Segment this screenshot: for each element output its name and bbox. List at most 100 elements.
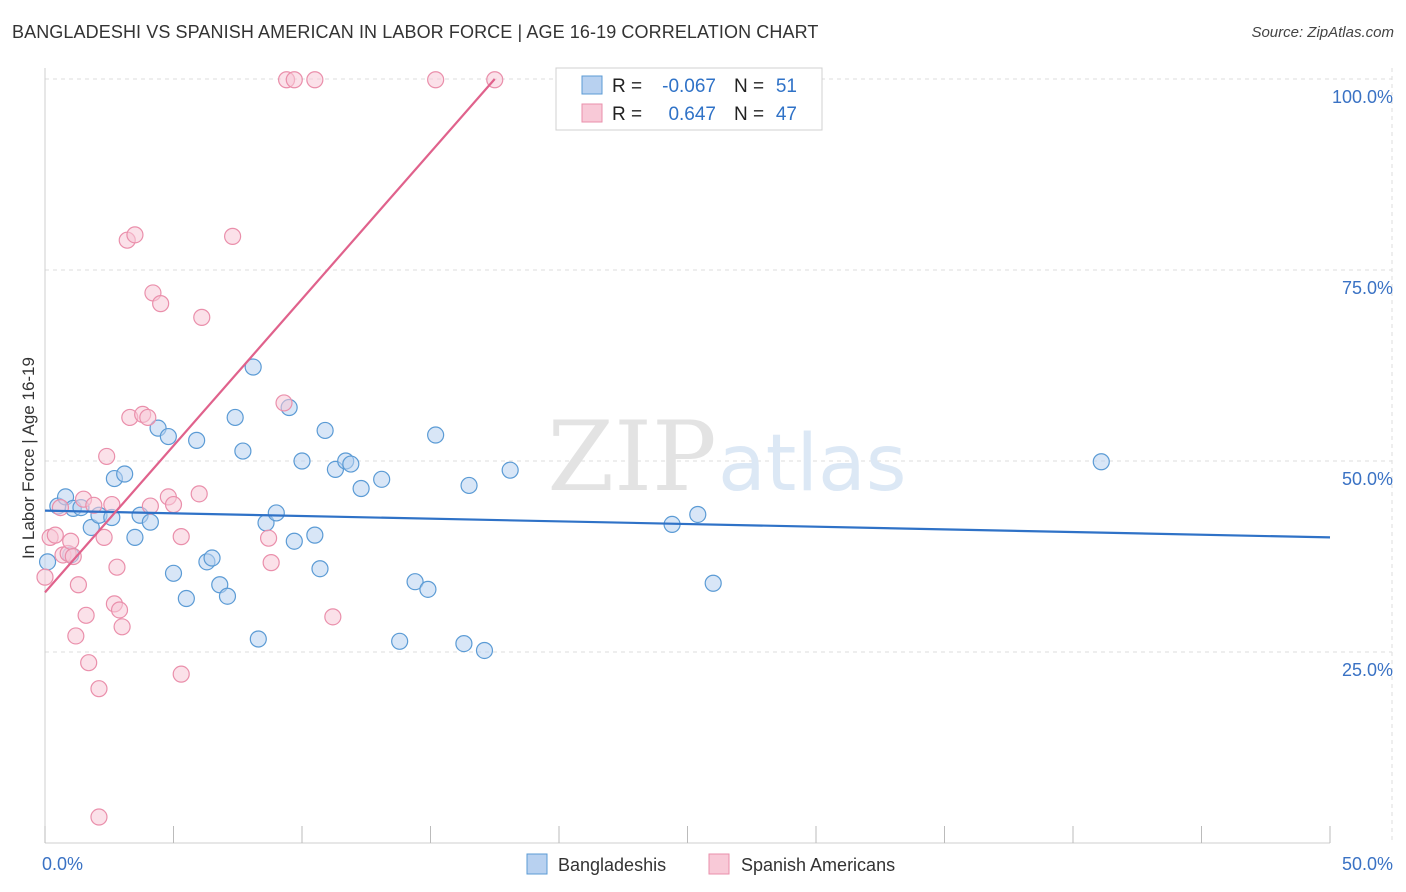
point-spanish-americans [108,558,126,576]
point-spanish-americans [224,227,242,245]
point-bangladeshis [311,560,329,578]
point-spanish-americans [36,568,54,586]
point-bangladeshis [342,455,360,473]
point-bangladeshis [316,421,334,440]
legend-swatch-bangladeshis [526,853,548,875]
stats-swatch-spanish-americans [581,103,603,123]
point-spanish-americans [172,665,190,683]
point-spanish-americans [77,606,95,624]
legend-label-spanish-americans: Spanish Americans [741,855,895,875]
point-spanish-americans [172,528,190,546]
stats-r-value-spanish-americans: 0.647 [668,104,716,125]
stats-r-label-spanish-americans: R = [612,104,642,125]
point-bangladeshis [406,573,424,591]
point-bangladeshis [455,634,473,653]
legend-swatch-spanish-americans [708,853,730,875]
legend: Bangladeshis Spanish Americans [526,853,895,875]
point-spanish-americans [190,485,208,503]
point-bangladeshis [293,452,311,470]
point-bangladeshis [234,442,252,460]
stats-n-value-spanish-americans: 47 [776,104,797,125]
point-bangladeshis [1092,453,1110,471]
point-bangladeshis [249,630,267,648]
point-spanish-americans [95,528,113,547]
y-tick-label: 25.0% [1342,660,1393,680]
point-spanish-americans [98,447,116,466]
x-tick-label: 50.0% [1342,854,1393,874]
point-spanish-americans [193,308,211,326]
stats-r-label-bangladeshis: R = [612,76,642,97]
point-bangladeshis [126,528,144,547]
trend-layer [44,78,1331,594]
point-spanish-americans [126,226,144,244]
point-bangladeshis [501,461,519,479]
point-bangladeshis [352,479,370,498]
point-bangladeshis [306,526,324,544]
source-label: Source: ZipAtlas.com [1251,24,1394,41]
point-bangladeshis [141,513,159,531]
point-spanish-americans [164,495,183,514]
point-bangladeshis [391,632,409,650]
y-axis-label: In Labor Force | Age 16-19 [19,357,38,559]
watermark-zip: ZIP [547,401,716,513]
stats-n-label-spanish-americans: N = [734,104,764,125]
point-spanish-americans [80,654,98,672]
trend-line-spanish-americans [44,78,496,594]
point-spanish-americans [324,608,342,626]
point-bangladeshis [285,532,303,550]
point-bangladeshis [689,505,707,524]
point-bangladeshis [188,431,206,449]
point-spanish-americans [113,618,131,636]
point-spanish-americans [259,529,278,547]
point-spanish-americans [285,71,303,89]
watermark: ZIP atlas [547,401,906,513]
stats-n-value-bangladeshis: 51 [776,76,797,97]
point-bangladeshis [38,553,57,571]
point-spanish-americans [90,808,108,826]
point-bangladeshis [244,358,262,376]
point-bangladeshis [177,589,195,608]
point-spanish-americans [51,499,70,517]
axes-layer: 100.0% 75.0% 50.0% 25.0% 0.0% 50.0% [42,68,1393,874]
point-spanish-americans [262,554,280,572]
point-spanish-americans [46,526,64,544]
point-spanish-americans [275,394,293,412]
point-bangladeshis [704,574,722,592]
point-spanish-americans [110,601,129,619]
point-spanish-americans [64,547,82,566]
chart-title: BANGLADESHI VS SPANISH AMERICAN IN LABOR… [12,22,819,42]
point-bangladeshis [203,549,221,567]
stats-r-value-bangladeshis: -0.067 [662,76,716,97]
legend-label-bangladeshis: Bangladeshis [558,855,666,875]
stats-n-label-bangladeshis: N = [734,76,764,97]
point-bangladeshis [226,408,244,427]
point-spanish-americans [306,71,324,89]
point-bangladeshis [427,426,445,444]
y-tick-label: 100.0% [1332,87,1393,107]
point-bangladeshis [164,564,183,582]
point-bangladeshis [116,465,134,483]
point-bangladeshis [267,504,285,522]
stats-swatch-bangladeshis [581,75,603,95]
x-tick-label: 0.0% [42,854,83,874]
point-bangladeshis [419,580,437,598]
point-spanish-americans [427,71,445,89]
point-spanish-americans [62,532,80,550]
point-bangladeshis [82,518,100,537]
y-tick-label: 50.0% [1342,469,1393,489]
stats-box: R = -0.067 N = 51 R = 0.647 N = 47 [555,67,823,131]
point-spanish-americans [69,576,88,594]
point-spanish-americans [67,627,85,645]
point-bangladeshis [460,476,478,495]
point-bangladeshis [159,427,177,446]
point-bangladeshis [475,641,494,660]
watermark-atlas: atlas [718,419,907,509]
point-spanish-americans [90,680,108,698]
point-bangladeshis [373,470,391,488]
point-spanish-americans [139,408,157,427]
point-spanish-americans [141,497,159,515]
y-tick-label: 75.0% [1342,278,1393,298]
point-spanish-americans [85,496,103,514]
trend-line-bangladeshis [44,509,1331,539]
